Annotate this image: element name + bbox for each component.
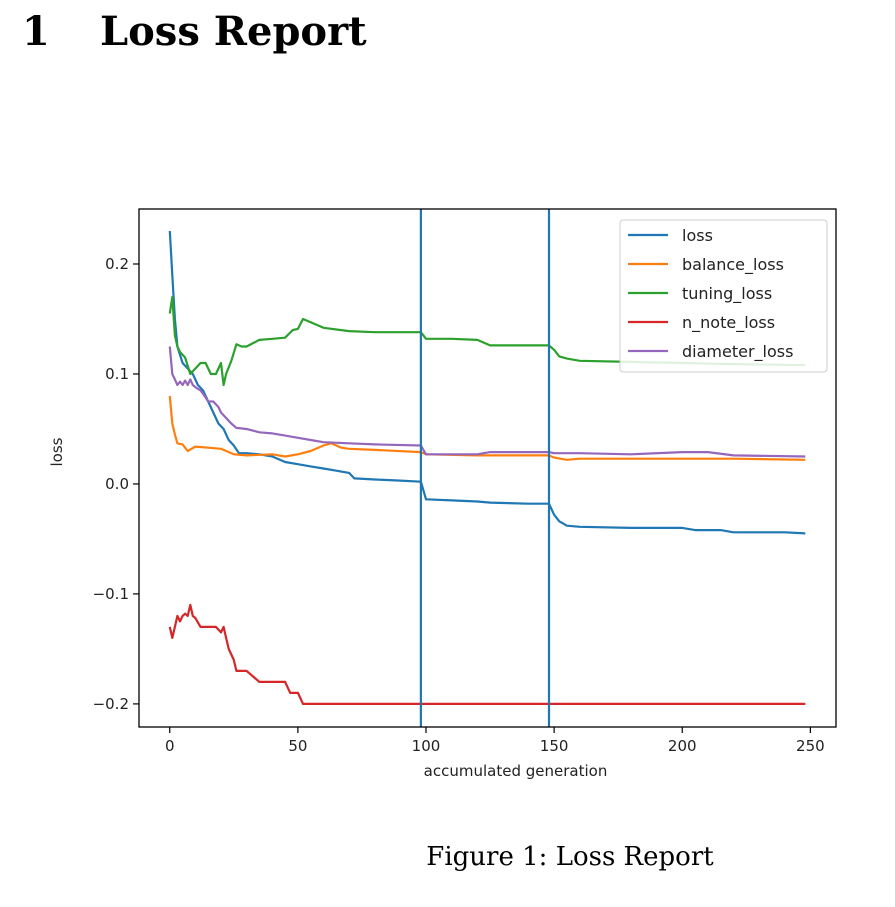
y-tick-label: −0.1 <box>93 585 129 603</box>
x-tick-label: 250 <box>796 737 825 755</box>
series-line-loss <box>168 230 806 535</box>
figure: 0 50 100 150 200 250 −0.2 −0.1 0.0 0.1 0.2 accumula… <box>0 190 895 815</box>
section-number: 1 <box>22 8 50 55</box>
x-tick-label: 50 <box>288 737 307 755</box>
legend-label-balance-loss: balance_loss <box>682 255 784 275</box>
x-tick-label: 150 <box>540 737 569 755</box>
section-heading: 1 Loss Report <box>22 8 367 55</box>
y-tick-label: −0.2 <box>93 695 129 713</box>
y-axis-label: loss <box>48 437 66 466</box>
loss-chart: 0 50 100 150 200 250 −0.2 −0.1 0.0 0.1 0.2 accumula… <box>48 208 837 780</box>
legend-label-loss: loss <box>682 226 713 245</box>
section-title: Loss Report <box>100 8 367 55</box>
y-tick-label: 0.1 <box>105 365 129 383</box>
legend-label-tuning-loss: tuning_loss <box>682 284 772 304</box>
x-tick-label: 0 <box>165 737 175 755</box>
figure-caption: Figure 1: Loss Report <box>0 842 895 872</box>
series-line-n-note-loss <box>168 603 806 706</box>
caption-text: Loss Report <box>555 842 714 872</box>
x-axis-label: accumulated generation <box>424 762 608 780</box>
x-tick-label: 200 <box>668 737 697 755</box>
y-tick-label: 0.2 <box>105 255 129 273</box>
plot-frame <box>138 208 837 728</box>
legend-box <box>619 219 828 373</box>
x-tick-label: 100 <box>412 737 441 755</box>
series-line-balance-loss <box>168 395 806 461</box>
legend-label-n-note-loss: n_note_loss <box>682 313 775 333</box>
caption-label: Figure 1: <box>426 842 548 872</box>
legend-label-diameter-loss: diameter_loss <box>682 342 793 362</box>
y-tick-label: 0.0 <box>105 475 129 493</box>
